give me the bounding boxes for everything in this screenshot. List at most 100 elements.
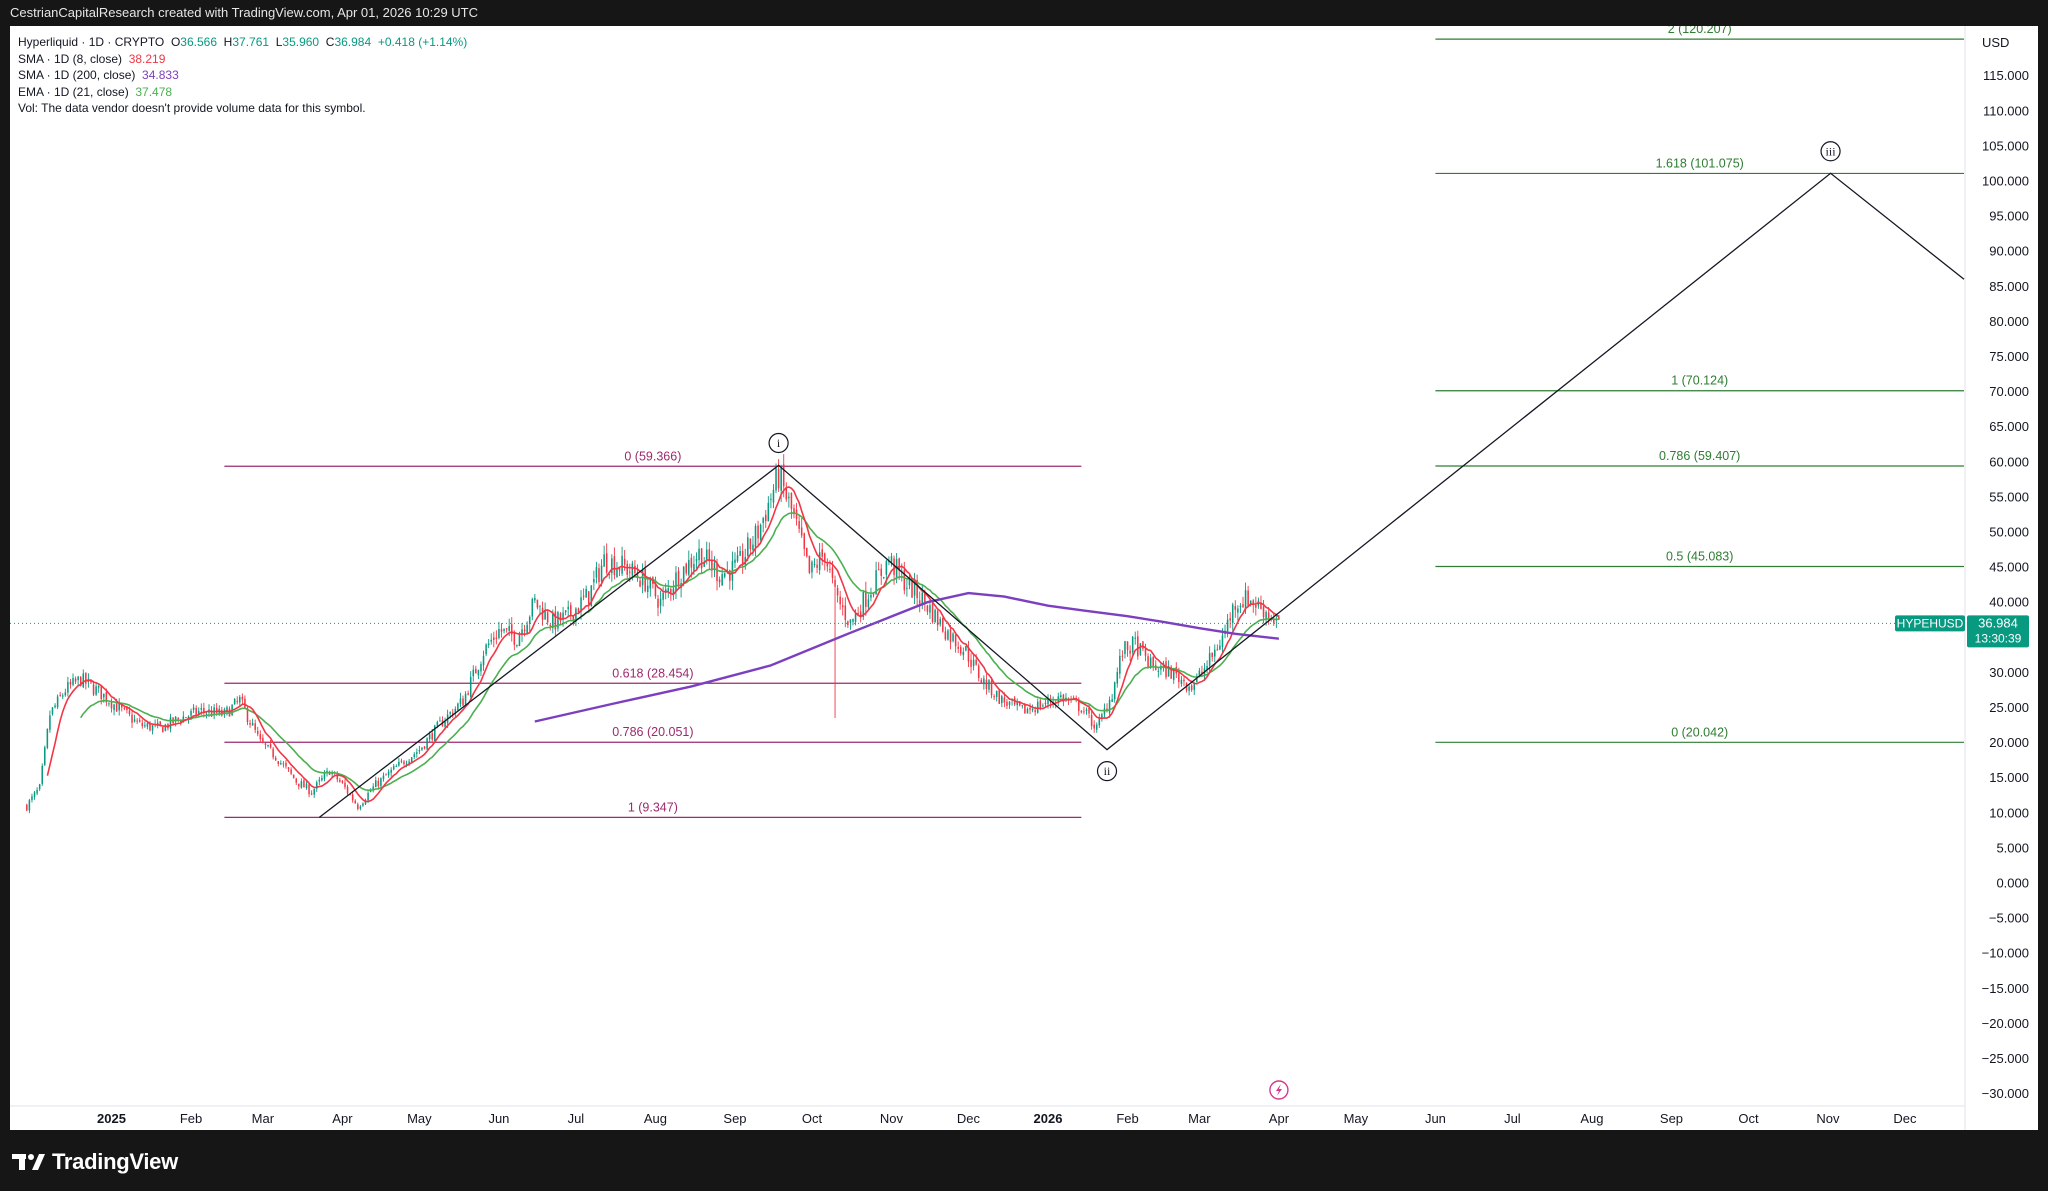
candle-body: [264, 743, 267, 745]
candle-body: [1093, 724, 1095, 729]
last-price-tag-bg: [1967, 615, 2029, 648]
candle-body: [980, 679, 983, 683]
candle-body: [1034, 710, 1036, 713]
candle-body: [1144, 648, 1147, 656]
candle-body: [880, 568, 882, 576]
candle-body: [762, 518, 764, 523]
candle-body: [205, 713, 208, 715]
price-chart[interactable]: 115.000 110.000 105.000 100.000 95.000 90.000…: [10, 26, 2038, 1130]
candle-body: [398, 761, 400, 766]
candle-body: [341, 781, 344, 783]
candle-body: [603, 554, 605, 567]
candle-body: [1239, 605, 1242, 608]
candle-body: [998, 690, 1001, 704]
candle-body: [351, 794, 354, 801]
candle-body: [528, 616, 531, 624]
candle-body: [85, 673, 87, 684]
time-axis-label: Oct: [802, 1111, 823, 1126]
candle-body: [1216, 649, 1219, 651]
candle-body: [1244, 590, 1247, 610]
candle-body: [318, 779, 321, 782]
candle-body: [988, 680, 990, 690]
time-axis-label: Nov: [1816, 1111, 1840, 1126]
candle-body: [1273, 619, 1275, 623]
candle-body: [531, 599, 534, 617]
candle-body: [61, 695, 64, 697]
candle-body: [313, 789, 315, 795]
legend-symbol[interactable]: Hyperliquid · 1D · CRYPTO: [18, 35, 165, 49]
candle-body: [906, 587, 908, 589]
candle-body: [954, 635, 957, 647]
candle-body: [949, 629, 952, 643]
candle-body: [56, 696, 59, 708]
candle-body: [793, 508, 795, 514]
fib-retracement-label: 0.618 (28.454): [612, 666, 693, 680]
legend-indicator-ema21[interactable]: EMA · 1D (21, close) 37.478: [18, 84, 173, 99]
candle-body: [600, 565, 603, 582]
time-axis-label: 2026: [1034, 1111, 1063, 1126]
candle-body: [952, 633, 954, 641]
candle-body: [431, 733, 433, 740]
candle-body: [354, 800, 357, 804]
candle-body: [92, 684, 95, 695]
candle-body: [577, 608, 580, 613]
legend-indicator-sma200[interactable]: SMA · 1D (200, close) 34.833: [18, 68, 179, 82]
candle-body: [754, 526, 757, 548]
candle-body: [1149, 657, 1152, 669]
candle-body: [269, 743, 272, 748]
candle-body: [305, 783, 308, 789]
price-tick-label: 15.000: [1989, 770, 2029, 785]
candle-body: [36, 789, 38, 794]
candle-body: [136, 720, 138, 722]
candle-body: [608, 573, 611, 575]
candle-body: [1024, 704, 1026, 714]
candle-body: [362, 803, 364, 806]
candle-body: [767, 502, 770, 522]
candle-body: [936, 611, 939, 626]
candle-body: [169, 717, 172, 729]
chart-panel[interactable]: 115.000 110.000 105.000 100.000 95.000 90.000…: [10, 26, 2038, 1130]
candle-body: [859, 611, 862, 617]
candle-body: [772, 489, 775, 503]
candle-body: [459, 698, 462, 705]
candle-body: [300, 781, 303, 788]
candle-body: [1242, 604, 1244, 608]
candle-body: [487, 643, 490, 646]
candle-body: [516, 645, 518, 647]
candle-body: [372, 786, 374, 791]
candle-body: [1265, 611, 1267, 620]
candle-body: [493, 637, 495, 640]
candle-body: [1003, 697, 1006, 703]
candle-body: [444, 721, 446, 727]
candle-body: [818, 552, 821, 571]
candle-body: [292, 774, 295, 779]
candle-body: [870, 594, 872, 598]
tradingview-logo[interactable]: TradingView: [12, 1149, 178, 1174]
candle-body: [90, 679, 92, 683]
candle-body: [898, 558, 900, 571]
time-axis-label: Sep: [723, 1111, 746, 1126]
candle-body: [303, 780, 305, 788]
candle-body: [590, 585, 593, 607]
candle-body: [749, 538, 752, 550]
candle-body: [1262, 606, 1265, 618]
candle-body: [100, 686, 103, 700]
time-axis-label: 2025: [97, 1111, 126, 1126]
candle-body: [274, 757, 277, 761]
candle-body: [1124, 641, 1126, 655]
candle-body: [867, 599, 870, 608]
candle-body: [1095, 724, 1098, 730]
candle-body: [421, 747, 423, 750]
candle-body: [1152, 656, 1154, 666]
legend-indicator-sma8[interactable]: SMA · 1D (8, close) 38.219: [18, 51, 166, 66]
candle-body: [549, 625, 552, 627]
candle-body: [808, 555, 811, 573]
price-tick-label: −15.000: [1982, 981, 2029, 996]
candle-body: [108, 703, 110, 705]
candle-body: [1226, 619, 1229, 632]
wave-label-iii: iii: [1826, 144, 1837, 158]
candle-body: [518, 634, 521, 647]
candle-body: [890, 556, 893, 563]
candle-body: [123, 707, 126, 709]
candle-body: [151, 725, 154, 731]
